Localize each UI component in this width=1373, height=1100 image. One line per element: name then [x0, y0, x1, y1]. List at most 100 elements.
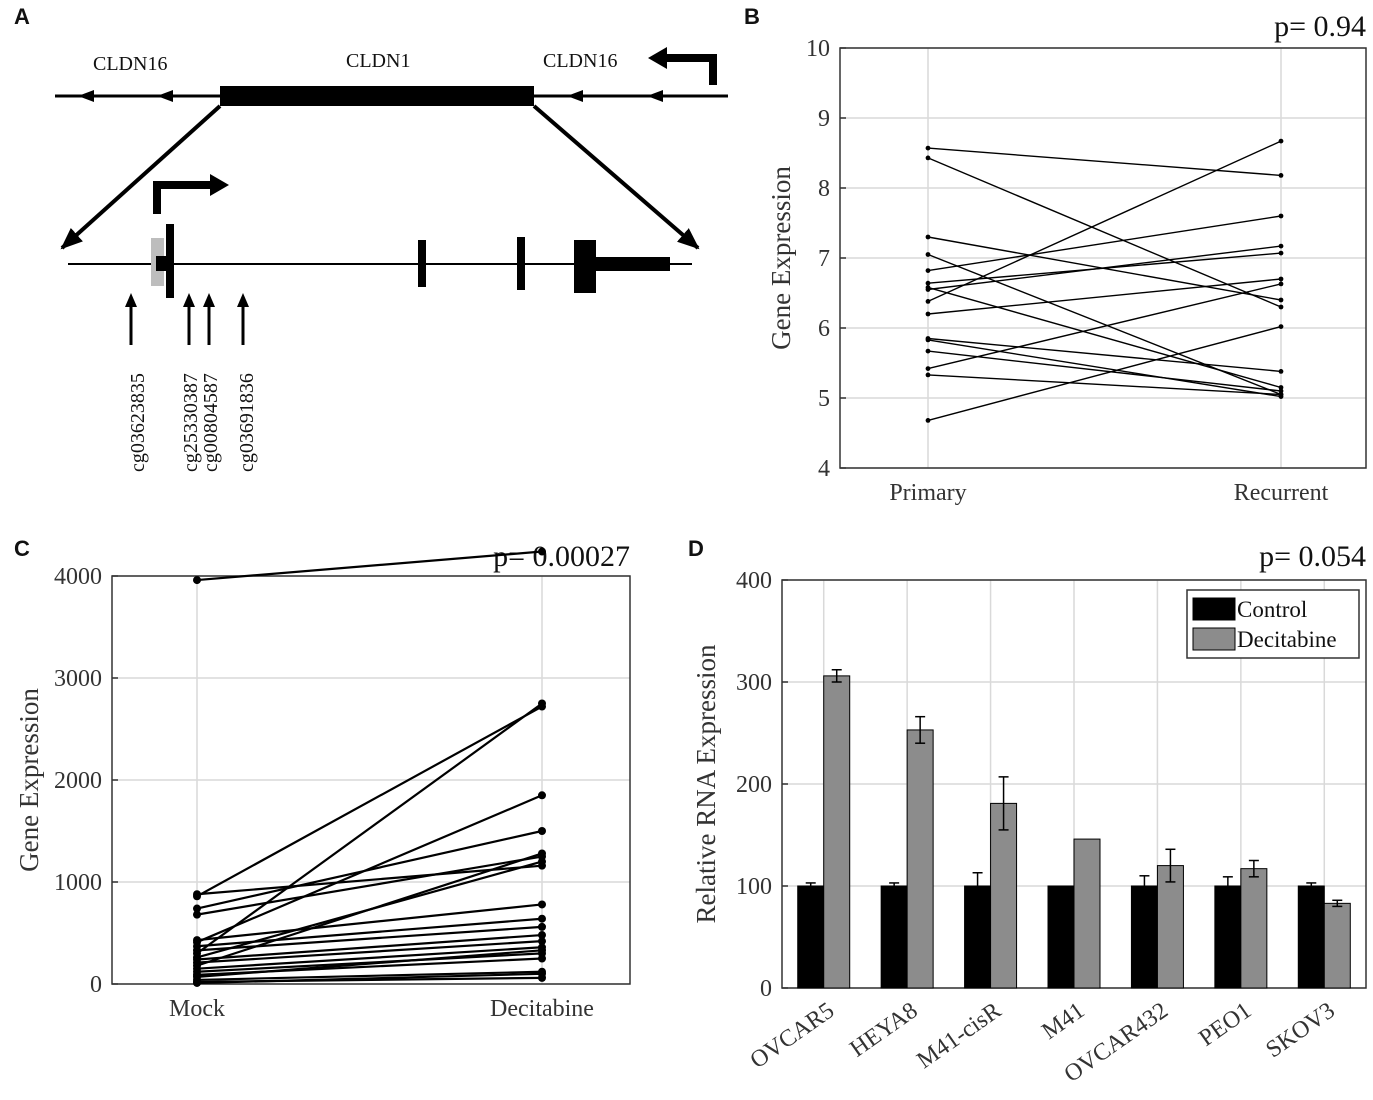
series-line: [196, 946, 543, 970]
strand-arrows: [78, 90, 663, 102]
x-tick-label: HEYA8: [845, 998, 922, 1063]
data-point: [538, 791, 546, 800]
y-axis-label: Gene Expression: [14, 688, 44, 872]
data-point: [925, 418, 931, 423]
y-axis-label: Relative RNA Expression: [691, 644, 721, 923]
data-point: [925, 311, 931, 317]
data-point: [1278, 213, 1284, 219]
x-tick-label: OVCAR5: [746, 998, 840, 1074]
y-tick-label: 10: [806, 36, 830, 62]
bar-control: [964, 885, 992, 989]
legend-label: Control: [1237, 597, 1307, 622]
data-point: [1278, 138, 1284, 144]
data-point: [538, 849, 546, 858]
strand-arrow-icon: [78, 90, 94, 102]
data-point: [1278, 281, 1284, 287]
data-point: [925, 366, 931, 371]
series-line: [927, 140, 1282, 303]
data-point: [1278, 324, 1284, 329]
chart-d: 0 100 200 300 400 Relative RNA Expression OVCA…: [691, 568, 1367, 1088]
bar-decitabine: [823, 675, 851, 989]
x-tick-label: M41: [1037, 998, 1089, 1045]
data-point: [925, 234, 931, 240]
data-point: [538, 547, 546, 556]
plot-frame: [111, 575, 631, 985]
strand-arrow-icon: [647, 90, 663, 102]
tss-arrow-icon: [153, 181, 212, 214]
probe-label: cg25330387: [180, 373, 202, 472]
strand-arrow-icon: [567, 90, 583, 102]
data-point: [925, 268, 931, 273]
data-point: [1278, 369, 1284, 374]
probe-arrowhead-icon: [183, 293, 195, 307]
probe-label: cg03623835: [127, 373, 149, 472]
strand-arrow-icon: [157, 90, 173, 102]
bar-decitabine: [1073, 838, 1101, 989]
series-line: [927, 215, 1282, 272]
data-point: [538, 946, 546, 955]
p-value: p= 0.054: [1259, 540, 1366, 573]
data-point: [925, 299, 931, 304]
plot-frame: [839, 47, 1367, 469]
y-tick-label: 8: [818, 176, 830, 202]
gene-label-cldn16-right: CLDN16: [543, 50, 617, 72]
tss-arrow-top-icon: [664, 54, 717, 85]
data-point: [1278, 385, 1284, 390]
chart-b: 4 5 6 7 8 9 10 Gene Expression Primary Recurrent: [766, 36, 1367, 506]
y-tick-label: 5: [818, 386, 830, 412]
panel-a: A CLDN16 CLDN1 CLDN16: [14, 4, 728, 472]
series-line: [927, 157, 1282, 308]
bar-decitabine: [1323, 902, 1351, 989]
series-line: [196, 970, 543, 982]
series-line: [927, 278, 1282, 315]
series-line: [927, 283, 1282, 370]
data-point: [193, 904, 201, 913]
series-line: [196, 940, 543, 964]
utr3-block: [594, 257, 670, 271]
x-tick-label: PEO1: [1194, 998, 1256, 1052]
data-point: [925, 280, 931, 286]
x-tick-label: SKOV3: [1261, 998, 1339, 1064]
data-point: [538, 699, 546, 708]
series-line: [927, 147, 1282, 177]
zoom-arrow-right-icon: [532, 104, 700, 250]
series-line: [196, 705, 543, 898]
y-tick-label: 3000: [54, 666, 102, 692]
series-line: [927, 245, 1282, 291]
series-line: [196, 903, 543, 942]
y-tick-label: 6: [818, 316, 830, 342]
y-tick-label: 0: [760, 976, 772, 1002]
bar-decitabine: [906, 729, 934, 989]
bar-control: [880, 885, 908, 989]
data-point: [538, 827, 546, 835]
bar-control: [1047, 885, 1075, 989]
probe-label: cg03691836: [236, 373, 258, 472]
probe-arrowhead-icon: [203, 293, 215, 307]
panel-c: C p= 0.00027 0 1000 2000 3000 4000 Gene Expre…: [14, 536, 631, 1022]
series-line: [196, 855, 543, 916]
series-line: [927, 339, 1282, 398]
data-point: [925, 372, 931, 378]
exon-3: [517, 237, 525, 290]
data-point: [193, 576, 201, 585]
data-point: [1278, 243, 1284, 249]
data-point: [538, 937, 546, 946]
series-line: [927, 374, 1282, 396]
y-tick-label: 4: [818, 456, 830, 482]
utr5-block: [156, 256, 168, 271]
exon-4: [574, 240, 596, 293]
probe-arrowhead-icon: [237, 293, 249, 307]
data-point: [1278, 250, 1284, 256]
data-point: [1278, 392, 1284, 397]
bar-control: [797, 885, 825, 989]
cldn1-gene-block: [220, 86, 534, 106]
exon-1: [166, 224, 174, 298]
legend-label: Decitabine: [1237, 627, 1337, 652]
data-point: [1278, 173, 1284, 178]
bar-decitabine: [990, 802, 1018, 989]
x-tick-label: M41-cisR: [912, 998, 1006, 1074]
data-point: [538, 954, 546, 963]
series-line: [196, 949, 543, 978]
data-point: [925, 287, 931, 292]
y-tick-label: 300: [736, 670, 772, 696]
